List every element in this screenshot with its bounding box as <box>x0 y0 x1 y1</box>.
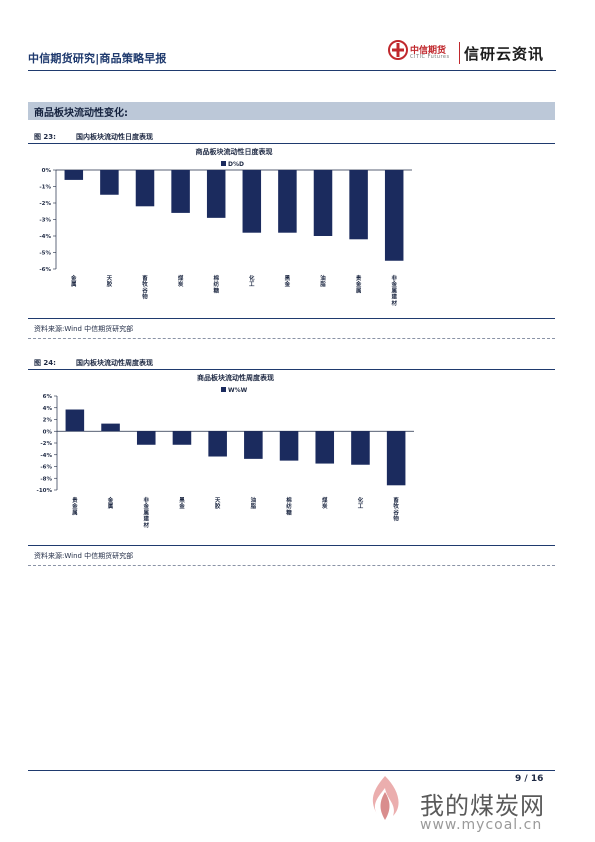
figure-24-source: 资料来源:Wind 中信期货研究部 <box>34 552 134 560</box>
weekly-y-tick-label: 6% <box>43 394 53 400</box>
weekly-bar <box>351 431 370 465</box>
daily-bar <box>100 170 119 195</box>
figure-24-bottom-rule <box>28 545 555 546</box>
citic-logo-icon <box>388 40 408 60</box>
weekly-y-tick-label: -8% <box>40 476 52 482</box>
weekly-category-label: 贵金属 <box>71 496 78 516</box>
logo-separator <box>459 42 460 64</box>
daily-title: 商品板块流动性日度表现 <box>196 147 273 156</box>
figure-23-dashed-rule <box>28 338 555 339</box>
daily-bar <box>384 170 404 261</box>
daily-bar <box>242 170 262 233</box>
weekly-category-label: 棉纺糖 <box>286 496 292 516</box>
section-title-bar <box>28 102 555 120</box>
daily-y-tick-label: -2% <box>39 201 51 207</box>
figure-24-rule <box>28 369 555 370</box>
weekly-legend-label: W%W <box>228 387 248 394</box>
figure-23-rule <box>28 143 555 144</box>
weekly-y-tick-label: -6% <box>40 465 52 471</box>
daily-category-label: 油脂 <box>319 274 326 288</box>
header-divider <box>28 70 556 71</box>
daily-y-tick-label: -3% <box>39 218 51 224</box>
page-number: 9 / 16 <box>515 774 544 784</box>
watermark-title: 我的煤炭网 <box>420 792 545 820</box>
weekly-bar <box>136 431 156 445</box>
weekly-category-label: 化工 <box>358 496 364 510</box>
weekly-y-tick-label: 0% <box>43 429 53 435</box>
daily-bar <box>135 170 155 207</box>
footer-divider <box>28 770 555 771</box>
logo-english-name: CITIC Futures <box>410 54 450 60</box>
daily-category-label: 天胶 <box>106 275 113 288</box>
logo-chinese-name: 中信期货 <box>410 46 447 56</box>
daily-y-tick-label: -6% <box>39 267 51 273</box>
weekly-y-tick-label: -10% <box>37 488 53 494</box>
daily-category-label: 畜牧谷物 <box>142 274 148 301</box>
daily-bar <box>206 170 226 218</box>
weekly-y-tick-label: 2% <box>43 418 53 424</box>
weekly-category-label: 金属 <box>107 496 114 510</box>
weekly-bar <box>315 431 335 464</box>
daily-category-label: 黑金 <box>284 274 291 288</box>
weekly-bar <box>172 431 192 445</box>
weekly-bar <box>208 431 227 457</box>
daily-y-tick-label: -4% <box>39 234 51 240</box>
daily-y-tick-label: -1% <box>39 185 51 191</box>
weekly-category-label: 天胶 <box>214 497 221 510</box>
daily-bar <box>278 170 297 233</box>
daily-bar <box>313 170 333 236</box>
daily-category-label: 棉纺糖 <box>213 274 219 294</box>
weekly-title: 商品板块流动性周度表现 <box>197 373 274 382</box>
figure-23-caption: 国内板块流动性日度表现 <box>76 133 153 141</box>
daily-y-tick-label: 0% <box>42 168 52 174</box>
daily-legend-swatch <box>221 161 226 166</box>
weekly-bar <box>386 431 406 486</box>
flame-logo-icon <box>372 776 399 820</box>
weekly-category-label: 煤炭 <box>322 496 328 510</box>
daily-bar <box>64 170 84 180</box>
daily-liquidity-chart: 商品板块流动性日度表现 D%D 0% -1% -2% -3% -4% -5% -6% 金属 天胶 畜牧… <box>39 147 412 307</box>
report-header-title: 中信期货研究|商品策略早报 <box>28 52 167 65</box>
weekly-bar <box>279 431 299 461</box>
daily-bar <box>349 170 368 240</box>
figure-24-label: 图 24: <box>34 359 56 367</box>
figure-23-label: 图 23: <box>34 133 56 141</box>
weekly-y-tick-label: -2% <box>40 441 52 447</box>
weekly-category-label: 油脂 <box>250 496 257 510</box>
weekly-category-label: 黑金 <box>178 496 185 510</box>
weekly-liquidity-chart: 商品板块流动性周度表现 W%W 6% 4% 2% 0% -2% -4% -6% -8% -10% 贵金… <box>37 373 414 529</box>
weekly-bar <box>101 423 120 432</box>
daily-y-tick-label: -5% <box>39 251 51 257</box>
figure-24-dashed-rule <box>28 565 555 566</box>
weekly-category-label: 畜牧谷物 <box>393 496 399 523</box>
figure-23-bottom-rule <box>28 318 555 319</box>
brand-name: 信研云资讯 <box>464 45 545 63</box>
weekly-legend-swatch <box>221 387 226 392</box>
weekly-bar <box>65 409 85 432</box>
figure-23-source: 资料来源:Wind 中信期货研究部 <box>34 325 134 333</box>
daily-category-label: 非金属建材 <box>390 274 397 307</box>
weekly-y-tick-label: -4% <box>40 453 52 459</box>
figure-24-caption: 国内板块流动性周度表现 <box>76 359 153 367</box>
daily-category-label: 化工 <box>249 274 255 288</box>
weekly-bar <box>244 431 263 459</box>
daily-legend-label: D%D <box>228 161 244 168</box>
daily-bar <box>171 170 190 213</box>
watermark-url: www.mycoal.cn <box>420 817 543 833</box>
weekly-category-label: 非金属建材 <box>142 496 149 529</box>
daily-category-label: 贵金属 <box>355 274 362 294</box>
weekly-y-tick-label: 4% <box>43 406 53 412</box>
daily-category-label: 煤炭 <box>178 274 184 288</box>
section-title: 商品板块流动性变化: <box>34 108 128 119</box>
daily-category-label: 金属 <box>70 274 77 288</box>
